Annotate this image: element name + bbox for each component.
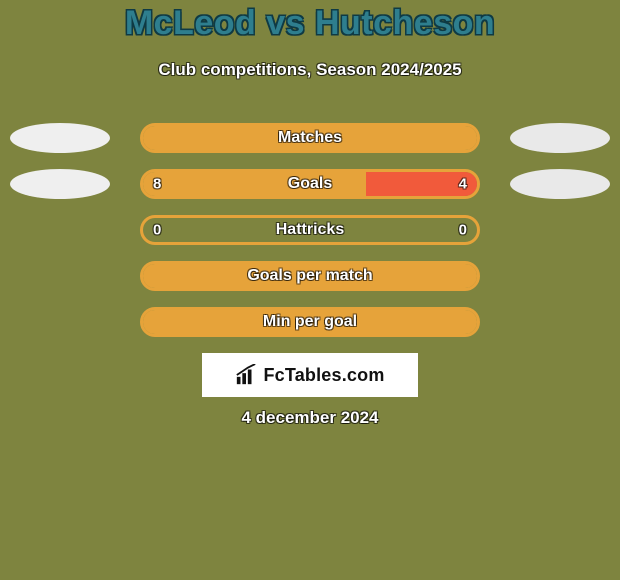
page-title: McLeod vs Hutcheson	[0, 4, 620, 43]
stat-bar-left-fill	[143, 172, 366, 196]
comparison-row: Goals84	[0, 169, 620, 199]
player-right-ellipse	[510, 123, 610, 153]
stat-label: Hattricks	[143, 221, 477, 239]
bar-chart-icon	[235, 364, 257, 386]
subtitle: Club competitions, Season 2024/2025	[0, 60, 620, 80]
stat-value-left: 0	[153, 222, 161, 239]
stat-bar: Matches	[140, 123, 480, 153]
comparison-infographic: McLeod vs Hutcheson Club competitions, S…	[0, 0, 620, 580]
stat-bar: Hattricks0 0	[140, 215, 480, 245]
comparison-row: Matches	[0, 123, 620, 153]
player-right-ellipse	[510, 169, 610, 199]
source-logo-box: FcTables.com	[202, 353, 418, 397]
date-text: 4 december 2024	[0, 408, 620, 428]
stat-bar: Goals per match	[140, 261, 480, 291]
source-logo-text: FcTables.com	[263, 365, 384, 386]
stat-value-right: 0	[459, 222, 467, 239]
stat-bar-left-fill	[143, 264, 477, 288]
player-left-ellipse	[10, 169, 110, 199]
stat-bar: Min per goal	[140, 307, 480, 337]
stat-value-left: 8	[153, 176, 161, 193]
stat-bar-left-fill	[143, 126, 477, 150]
stat-bar-left-fill	[143, 310, 477, 334]
player-left-ellipse	[10, 123, 110, 153]
comparison-row: Min per goal	[0, 307, 620, 337]
stat-bar: Goals84	[140, 169, 480, 199]
comparison-row: Hattricks0 0	[0, 215, 620, 245]
stat-value-right: 4	[459, 176, 467, 193]
comparison-row: Goals per match	[0, 261, 620, 291]
